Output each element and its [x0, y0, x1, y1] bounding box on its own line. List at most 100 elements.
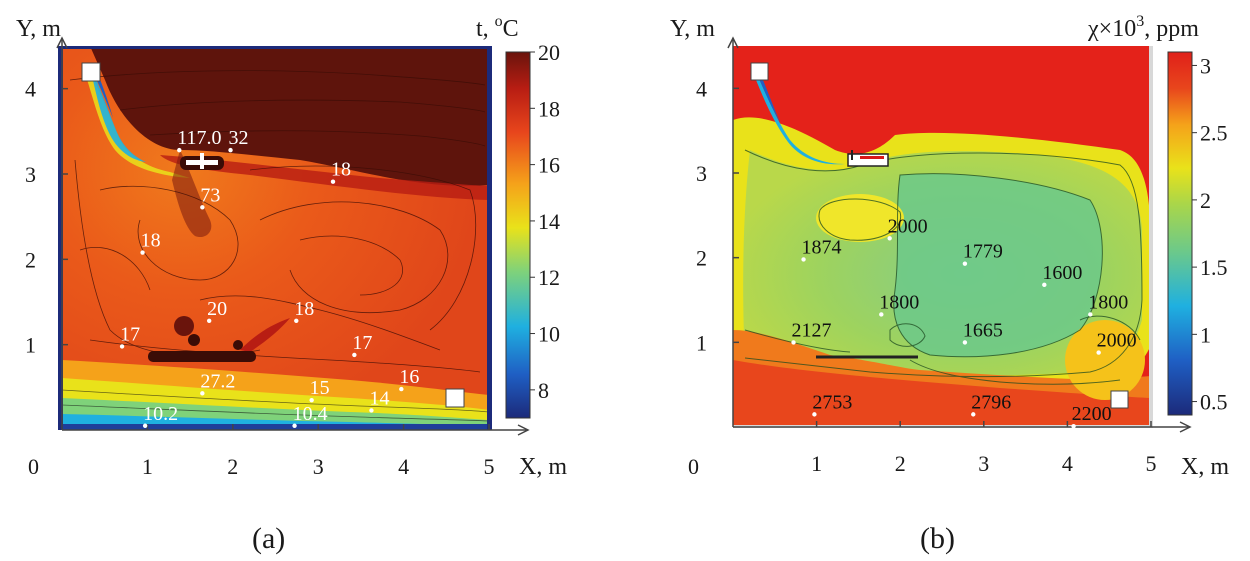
- panel-a-colorbar-label-unit: C: [503, 16, 519, 42]
- panel-b-lobe-upper: [816, 194, 904, 242]
- panel-b-annotation-point: [1088, 312, 1093, 317]
- panel-b-annotation-label: 1600: [1042, 262, 1082, 284]
- panel-a-y-tick-label: 3: [25, 162, 36, 187]
- panel-a-colorbar-tick-label: 18: [538, 96, 560, 121]
- panel-a-colorbar-tick-label: 14: [538, 209, 560, 234]
- panel-a-annotation-label: 10.4: [293, 403, 328, 425]
- panel-b-colorbar-tick-label: 1: [1200, 322, 1211, 347]
- panel-a-annotation-point: [294, 318, 299, 323]
- panel-b-annotation-point: [962, 340, 968, 345]
- panel-b-x-tick-label: 2: [895, 451, 906, 476]
- panel-a-inlet: [81, 62, 101, 82]
- panel-a-top-source-stem: [200, 153, 204, 169]
- panel-a-annotation-label: 18: [141, 230, 161, 252]
- panel-a-left-wall: [58, 46, 63, 430]
- panel-a-annotation-point: [140, 250, 145, 255]
- panel-a-caption: (a): [252, 522, 285, 555]
- panel-a-origin-label: 0: [28, 454, 39, 479]
- panel-a-annotation-label: 14: [369, 387, 389, 409]
- panel-a-y-arrow: [56, 36, 68, 49]
- panel-a-colorbar-ticks: 20 18 16 14 12 10 8: [530, 40, 560, 403]
- panel-a-annotation-label: 73: [200, 184, 220, 206]
- panel-b-annotation-label: 2000: [888, 215, 928, 237]
- panel-b-annotation-label: 1874: [802, 236, 842, 258]
- panel-b-x-tick-label: 3: [978, 451, 989, 476]
- panel-b-y-tick-label: 4: [696, 76, 707, 101]
- panel-b-annotation-point: [971, 412, 976, 417]
- panel-a-xlabel: X, m: [519, 454, 567, 480]
- panel-a-y-tick-label: 4: [25, 77, 36, 102]
- panel-b-annotation-label: 2200: [1072, 403, 1112, 425]
- panel-a-annotation-point: [369, 408, 374, 413]
- panel-b-annotation-point: [879, 312, 884, 317]
- panel-a-y-tick-label: 1: [25, 333, 36, 358]
- panel-a-right-wall: [487, 46, 492, 430]
- panel-a-x-arrow: [517, 424, 530, 436]
- panel-a-heater-knob: [188, 334, 200, 346]
- panel-b-annotation-point: [887, 236, 892, 241]
- panel-b-annotation-point: [791, 340, 796, 345]
- panel-b-colorbar-tick-label: 0.5: [1200, 390, 1228, 415]
- panel-a-annotation-label: 18: [294, 298, 314, 320]
- panel-b-colorbar-tick-label: 2.5: [1200, 121, 1228, 146]
- panel-a-colorbar-tick-label: 10: [538, 322, 560, 347]
- panel-b-axes: [727, 36, 1192, 433]
- panel-a-annotation-label: 16: [399, 366, 419, 388]
- panel-b-inlet: [750, 62, 769, 81]
- panel-a-colorbar-label: t, oC: [476, 13, 519, 42]
- panel-a-colorbar-tick-label: 8: [538, 378, 549, 403]
- panel-b-annotation-point: [1042, 282, 1047, 288]
- panel-b-x-tick-label: 1: [811, 451, 822, 476]
- panel-b-annotation-label: 2753: [812, 391, 852, 413]
- panel-b-colorbar-label-main: χ×10: [1087, 16, 1136, 42]
- panel-b-colorbar-tick-label: 2: [1200, 188, 1211, 213]
- panel-b-annotation-label: 1800: [879, 291, 919, 313]
- panel-a-top-wall: [58, 46, 492, 49]
- panel-b-top-source-core: [860, 156, 884, 159]
- panel-b-annotation-label: 2796: [971, 391, 1011, 413]
- panel-a-annotation-label: 18: [331, 159, 351, 181]
- panel-b-ylabel: Y, m: [670, 16, 715, 42]
- panel-a-annotation-point: [142, 423, 148, 428]
- panel-a-colorbar: [505, 51, 531, 419]
- panel-a-annotation-point: [292, 423, 297, 428]
- panel-b-outlet-yellow: [1065, 320, 1145, 400]
- panel-a-x-tick-label: 2: [227, 454, 238, 479]
- panel-b-top-source: [847, 153, 889, 167]
- panel-b-annotation-point: [1096, 350, 1101, 355]
- panel-a-annotation-label: 27.2: [200, 370, 235, 392]
- panel-a-annotation-point: [330, 179, 336, 184]
- panel-b-colorbar-label: χ×103, ppm: [1087, 13, 1199, 42]
- panel-a-heater: [148, 351, 256, 362]
- panel-a-colorbar-tick-label: 12: [538, 265, 560, 290]
- panel-a-annotation-point: [119, 344, 125, 349]
- panel-b-annotation-label: 1779: [963, 241, 1003, 263]
- panel-a-axes: [56, 36, 530, 436]
- panel-a-plume: [172, 150, 212, 238]
- panel-a-bottom-blue: [62, 424, 489, 430]
- panel-a-colorbar-tick-label: 16: [538, 153, 560, 178]
- panel-b-outlet: [1110, 390, 1129, 409]
- panel-b-caption: (b): [920, 522, 955, 555]
- panel-a-x-tick-label: 3: [313, 454, 324, 479]
- panel-a-annotation-label: 117.0: [177, 127, 221, 149]
- panel-a-annotation-point: [177, 147, 182, 153]
- panel-a-jet-cyan: [90, 64, 146, 162]
- panel-b-annotation-label: 2000: [1097, 330, 1137, 352]
- panel-a-annotations: 117.0 32 18 73 18 20 18 17 17 27.2 16 15 14 10.2 10.4: [119, 127, 419, 428]
- panel-b-field: [733, 46, 1151, 427]
- panel-b-colorbar-ticks: 3 2.5 2 1.5 1 0.5: [1192, 53, 1228, 415]
- panel-a-outlet: [445, 388, 465, 408]
- panel-b-right-wall: [1149, 46, 1153, 427]
- panel-b-colorbar-tick-label: 1.5: [1200, 255, 1228, 280]
- panel-a-colorbar-tick-label: 20: [538, 40, 560, 65]
- panel-a-y-ticks: 1 2 3 4: [25, 77, 68, 358]
- panel-a-annotation-point: [309, 397, 314, 403]
- panel-b-y-tick-label: 3: [696, 161, 707, 186]
- panel-a-annotation-point: [200, 205, 205, 210]
- panel-a-heater-plume: [240, 318, 290, 352]
- panel-a-annotation-label: 10.2: [143, 403, 178, 425]
- panel-b-xlabel: X, m: [1181, 454, 1229, 480]
- panel-a-heater-knob-2: [233, 340, 243, 350]
